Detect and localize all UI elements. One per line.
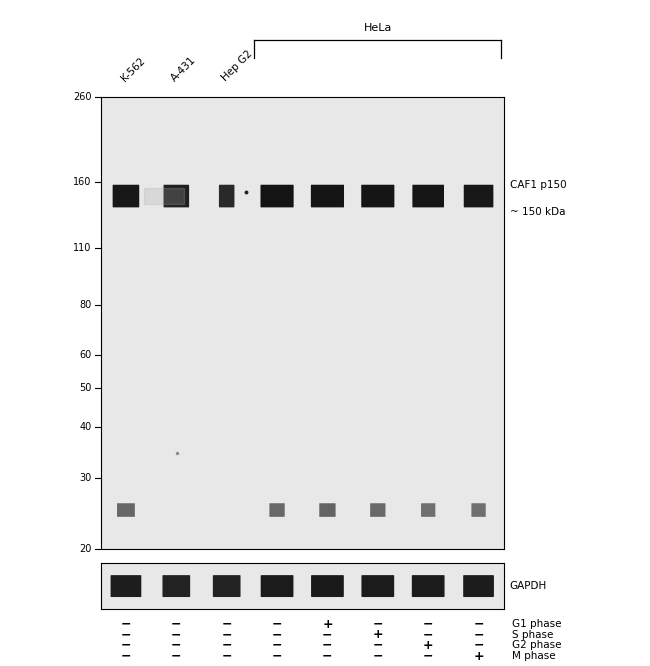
Text: S phase: S phase bbox=[512, 629, 553, 640]
FancyBboxPatch shape bbox=[463, 575, 494, 597]
Text: −: − bbox=[171, 649, 181, 663]
Text: 30: 30 bbox=[79, 473, 92, 483]
Text: −: − bbox=[423, 617, 434, 631]
FancyBboxPatch shape bbox=[269, 503, 285, 517]
Text: −: − bbox=[372, 639, 383, 652]
FancyBboxPatch shape bbox=[117, 503, 135, 517]
Text: −: − bbox=[222, 628, 232, 641]
Text: −: − bbox=[121, 617, 131, 631]
FancyBboxPatch shape bbox=[219, 184, 235, 207]
FancyBboxPatch shape bbox=[319, 503, 335, 517]
FancyBboxPatch shape bbox=[412, 184, 444, 207]
Text: G1 phase: G1 phase bbox=[512, 619, 561, 629]
Text: GAPDH: GAPDH bbox=[510, 581, 547, 591]
Text: −: − bbox=[171, 639, 181, 652]
Text: K-562: K-562 bbox=[119, 55, 147, 83]
FancyBboxPatch shape bbox=[164, 184, 189, 207]
Text: −: − bbox=[423, 649, 434, 663]
FancyBboxPatch shape bbox=[361, 575, 394, 597]
Text: ~ 150 kDa: ~ 150 kDa bbox=[510, 207, 566, 217]
Text: −: − bbox=[121, 649, 131, 663]
Text: −: − bbox=[322, 649, 333, 663]
Text: 80: 80 bbox=[79, 300, 92, 310]
Text: −: − bbox=[322, 628, 333, 641]
FancyBboxPatch shape bbox=[261, 184, 294, 207]
Text: −: − bbox=[272, 639, 282, 652]
Text: −: − bbox=[372, 617, 383, 631]
Text: −: − bbox=[222, 617, 232, 631]
Text: −: − bbox=[473, 617, 484, 631]
Text: −: − bbox=[121, 639, 131, 652]
FancyBboxPatch shape bbox=[261, 575, 293, 597]
Text: Hep G2: Hep G2 bbox=[220, 49, 254, 83]
Text: −: − bbox=[222, 649, 232, 663]
FancyBboxPatch shape bbox=[311, 575, 344, 597]
Text: 20: 20 bbox=[79, 544, 92, 555]
Text: 110: 110 bbox=[73, 244, 92, 254]
Text: +: + bbox=[322, 617, 333, 631]
FancyBboxPatch shape bbox=[213, 575, 240, 597]
FancyBboxPatch shape bbox=[311, 184, 344, 207]
Text: +: + bbox=[372, 628, 383, 641]
Text: −: − bbox=[372, 649, 383, 663]
Text: +: + bbox=[473, 649, 484, 663]
FancyBboxPatch shape bbox=[111, 575, 141, 597]
Text: 260: 260 bbox=[73, 91, 92, 102]
Text: −: − bbox=[473, 628, 484, 641]
Text: −: − bbox=[272, 617, 282, 631]
FancyBboxPatch shape bbox=[471, 503, 486, 517]
Text: M phase: M phase bbox=[512, 651, 555, 661]
Text: −: − bbox=[272, 649, 282, 663]
Text: A-431: A-431 bbox=[169, 55, 198, 83]
FancyBboxPatch shape bbox=[412, 575, 445, 597]
Text: +: + bbox=[423, 639, 434, 652]
FancyBboxPatch shape bbox=[361, 184, 395, 207]
Text: −: − bbox=[322, 639, 333, 652]
FancyBboxPatch shape bbox=[463, 184, 493, 207]
FancyBboxPatch shape bbox=[162, 575, 190, 597]
Text: −: − bbox=[473, 639, 484, 652]
Text: HeLa: HeLa bbox=[363, 23, 392, 33]
Text: −: − bbox=[121, 628, 131, 641]
FancyBboxPatch shape bbox=[370, 503, 385, 517]
Text: −: − bbox=[171, 628, 181, 641]
FancyBboxPatch shape bbox=[112, 184, 139, 207]
Text: 60: 60 bbox=[79, 350, 92, 360]
Text: G2 phase: G2 phase bbox=[512, 640, 561, 651]
Text: 160: 160 bbox=[73, 177, 92, 187]
Text: 50: 50 bbox=[79, 383, 92, 393]
Text: CAF1 p150: CAF1 p150 bbox=[510, 180, 566, 190]
Text: 40: 40 bbox=[79, 422, 92, 432]
Text: −: − bbox=[272, 628, 282, 641]
Text: −: − bbox=[222, 639, 232, 652]
Text: −: − bbox=[171, 617, 181, 631]
FancyBboxPatch shape bbox=[421, 503, 436, 517]
Text: −: − bbox=[423, 628, 434, 641]
